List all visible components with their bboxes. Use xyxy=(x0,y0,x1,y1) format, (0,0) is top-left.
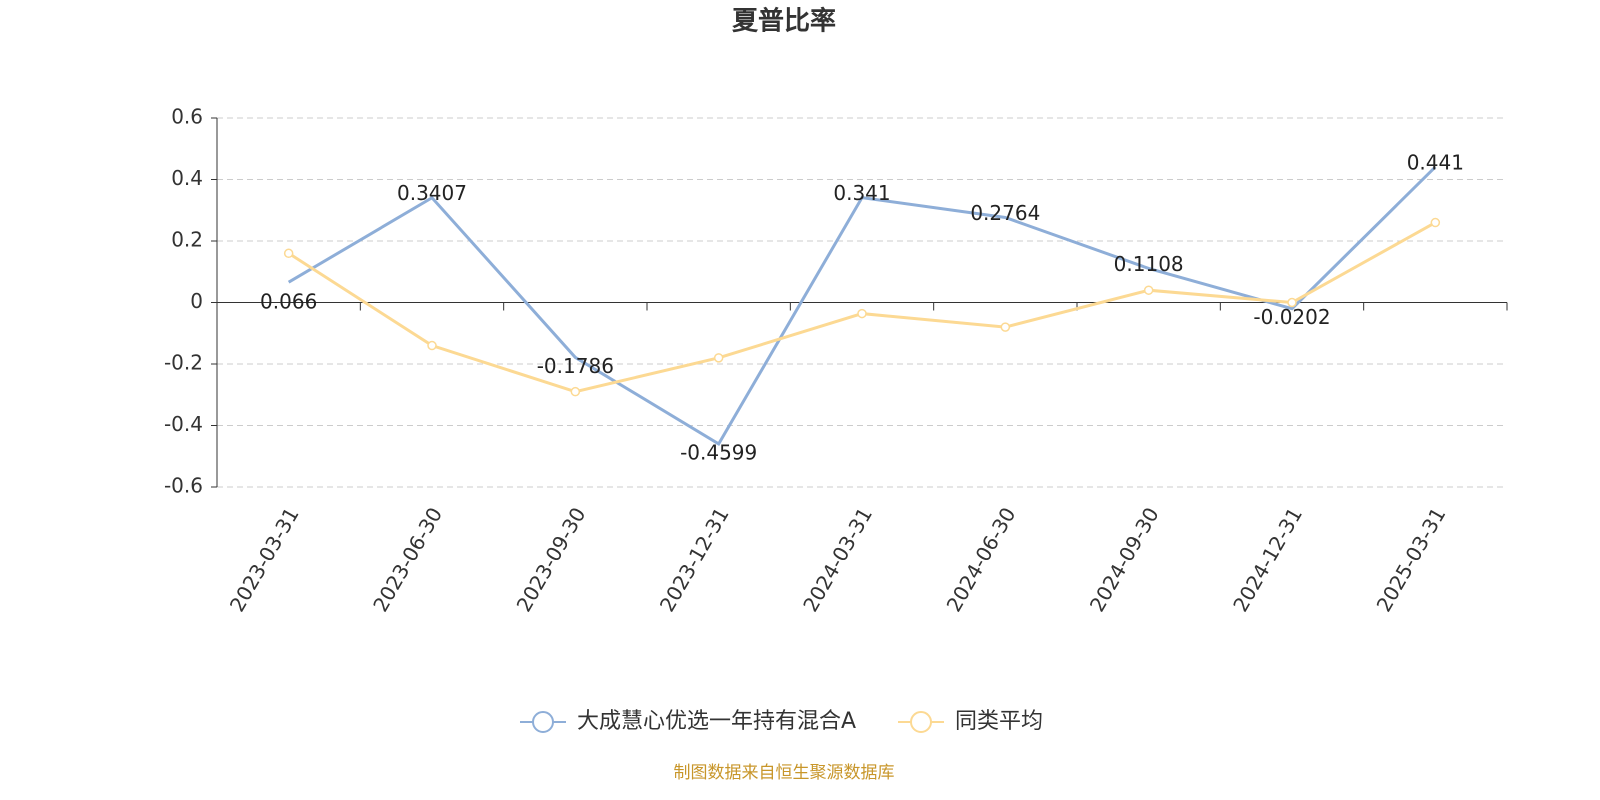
point xyxy=(1287,297,1297,308)
point xyxy=(857,308,867,319)
x-tick-label: 2024-03-31 xyxy=(798,503,877,616)
value-label: -0.0202 xyxy=(1253,305,1330,329)
x-tick-label: 2023-03-31 xyxy=(225,503,304,616)
x-tick-label: 2023-09-30 xyxy=(512,503,591,616)
point xyxy=(570,386,581,397)
value-label: -0.1786 xyxy=(537,354,614,378)
value-label: 0.066 xyxy=(260,290,317,314)
y-tick-label: 0.2 xyxy=(171,228,203,252)
value-label: 0.1108 xyxy=(1114,252,1184,276)
y-tick-label: -0.4 xyxy=(164,412,203,436)
point xyxy=(1143,285,1154,295)
point xyxy=(283,248,294,259)
series-line xyxy=(287,165,1437,446)
value-label: 0.441 xyxy=(1407,150,1464,174)
value-label: 0.341 xyxy=(833,181,890,205)
value-label: -0.4599 xyxy=(680,440,757,464)
source-note: 制图数据来自恒生聚源数据库 xyxy=(674,763,895,783)
x-tick-label: 2025-03-31 xyxy=(1372,503,1451,616)
x-tick-label: 2023-12-31 xyxy=(655,503,734,616)
x-tick-label: 2024-09-30 xyxy=(1085,503,1164,616)
chart-title: 夏普比率 xyxy=(732,6,836,37)
x-tick-label: 2024-06-30 xyxy=(942,503,1021,616)
point xyxy=(713,353,724,363)
value-label: 0.2764 xyxy=(970,201,1040,225)
point xyxy=(1430,217,1441,228)
y-tick-label: 0.6 xyxy=(171,105,203,129)
y-tick-label: -0.2 xyxy=(164,351,203,375)
value-label: 0.3407 xyxy=(397,181,467,205)
legend-label: 同类平均 xyxy=(955,709,1043,734)
x-tick-label: 2024-12-31 xyxy=(1228,503,1307,616)
legend-label: 大成慧心优选一年持有混合A xyxy=(577,709,856,734)
x-tick-label: 2023-06-30 xyxy=(368,503,447,616)
legend-marker xyxy=(910,711,932,733)
point xyxy=(427,340,437,351)
point xyxy=(1000,322,1011,332)
legend-marker xyxy=(532,711,554,733)
y-tick-label: -0.6 xyxy=(164,474,203,498)
y-tick-label: 0 xyxy=(190,289,203,313)
y-tick-label: 0.4 xyxy=(171,166,203,190)
